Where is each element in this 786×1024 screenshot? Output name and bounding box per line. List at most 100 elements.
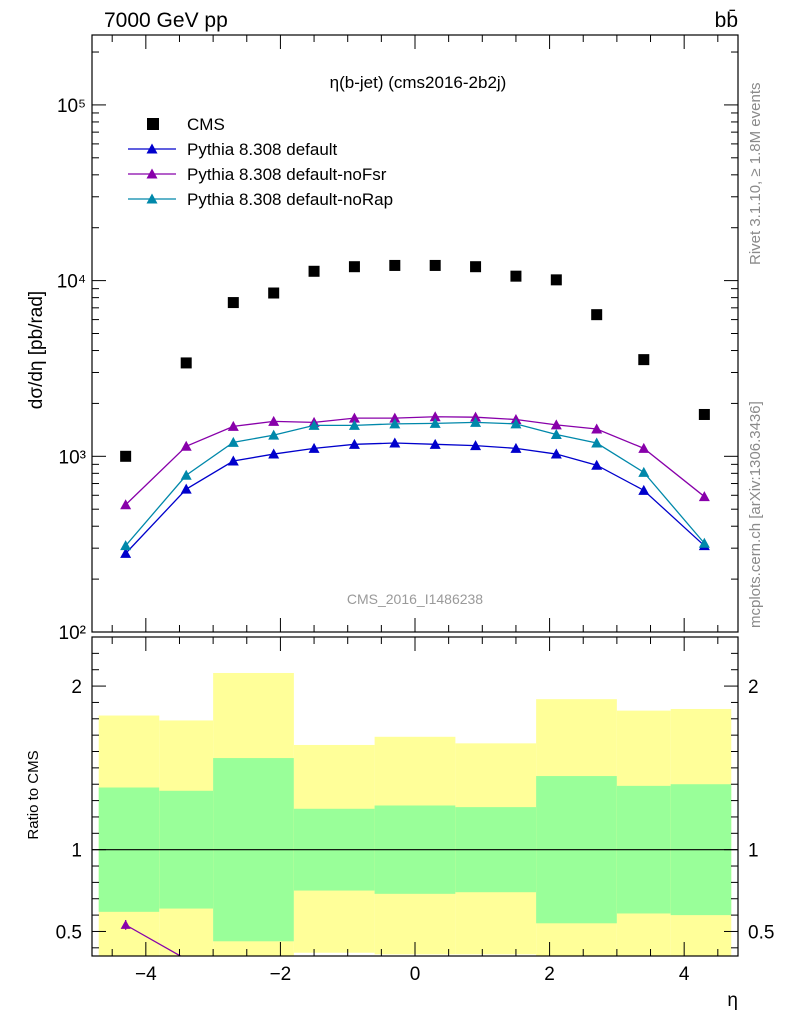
data-point xyxy=(180,440,192,451)
data-point xyxy=(638,466,650,477)
ratio-series-line xyxy=(125,924,182,956)
data-point xyxy=(180,469,192,480)
data-point xyxy=(429,417,441,428)
legend-label: CMS xyxy=(187,115,225,134)
data-point xyxy=(510,270,522,282)
x-tick-label: −4 xyxy=(135,964,157,985)
ratio-y-tick-label: 0.5 xyxy=(56,922,82,943)
rivet-side-label: Rivet 3.1.10, ≥ 1.8M events xyxy=(747,83,764,266)
data-point xyxy=(591,437,603,448)
data-point xyxy=(638,442,650,453)
x-tick-label: 2 xyxy=(544,964,555,985)
legend-marker xyxy=(146,168,158,179)
data-point xyxy=(470,261,482,273)
energy-label: 7000 GeV pp xyxy=(104,9,228,32)
data-point xyxy=(698,408,710,420)
data-point xyxy=(268,448,280,459)
main-y-axis-label: dσ/dη [pb/rad] xyxy=(26,291,47,409)
series-pythia-8-308-default xyxy=(120,437,710,558)
data-point xyxy=(227,436,239,447)
ratio-y-tick-label: 1 xyxy=(71,841,82,862)
data-point xyxy=(510,442,522,453)
data-point xyxy=(429,411,441,422)
data-point xyxy=(389,412,401,423)
data-point xyxy=(348,261,360,273)
data-point xyxy=(348,412,360,423)
data-point xyxy=(550,274,562,286)
data-point xyxy=(429,438,441,449)
data-point xyxy=(180,357,192,369)
data-point xyxy=(308,442,320,453)
legend-label: Pythia 8.308 default xyxy=(187,140,338,159)
series-line xyxy=(125,421,705,547)
ratio-series-clip xyxy=(120,919,182,956)
data-point xyxy=(227,455,239,466)
data-point xyxy=(120,547,132,558)
ratio-uncertainty-bands xyxy=(92,672,738,956)
ratio-y-tick-label: 2 xyxy=(71,677,82,698)
legend-label: Pythia 8.308 default-noRap xyxy=(187,190,393,209)
x-tick-label: 0 xyxy=(410,964,421,985)
data-point xyxy=(470,411,482,422)
ratio-y-tick-label-right: 2 xyxy=(748,677,759,698)
mcplots-side-label: mcplots.cern.ch [arXiv:1306.3436] xyxy=(747,401,764,628)
x-tick-label: 4 xyxy=(679,964,690,985)
data-point xyxy=(348,438,360,449)
data-point xyxy=(389,437,401,448)
ratio-y-axis-label: Ratio to CMS xyxy=(25,750,42,839)
data-point xyxy=(470,416,482,427)
ratio-y-tick-label-right: 0.5 xyxy=(748,922,774,943)
legend-entry: CMS xyxy=(147,115,225,134)
watermark: CMS_2016_I1486238 xyxy=(347,591,483,607)
y-tick-label: 10⁵ xyxy=(57,96,86,117)
data-point xyxy=(348,419,360,430)
legend-marker xyxy=(146,193,158,204)
data-point xyxy=(638,354,650,366)
series-line xyxy=(125,442,705,554)
data-point xyxy=(638,484,650,495)
data-point xyxy=(429,259,441,271)
series-line xyxy=(125,416,705,506)
data-point xyxy=(389,259,401,271)
ratio-point xyxy=(120,919,131,929)
legend: CMS Pythia 8.308 default Pythia 8.308 defa… xyxy=(128,115,393,209)
data-point xyxy=(470,440,482,451)
ratio-y-tick-label-right: 1 xyxy=(748,841,759,862)
data-point xyxy=(308,419,320,430)
y-tick-label: 10⁴ xyxy=(57,272,86,293)
series-pythia-8-308-default-norap xyxy=(120,416,710,551)
data-point xyxy=(389,418,401,429)
main-series-layer xyxy=(120,259,710,558)
data-point xyxy=(308,265,320,277)
data-point xyxy=(227,420,239,431)
data-point xyxy=(550,429,562,440)
series-cms xyxy=(120,259,710,462)
data-point xyxy=(120,540,132,551)
data-point xyxy=(698,491,710,502)
ratio-series-layer xyxy=(120,919,182,956)
data-point xyxy=(591,459,603,470)
data-point xyxy=(510,418,522,429)
data-point xyxy=(268,429,280,440)
x-axis-label: η xyxy=(727,990,738,1011)
plot-title: η(b-jet) (cms2016-2b2j) xyxy=(330,73,507,92)
legend-entry: Pythia 8.308 default-noFsr xyxy=(128,165,387,184)
data-point xyxy=(268,415,280,426)
data-point xyxy=(550,419,562,430)
data-point xyxy=(120,450,132,462)
legend-entry: Pythia 8.308 default xyxy=(128,140,338,159)
data-point xyxy=(268,287,280,299)
data-point xyxy=(227,297,239,309)
x-tick-label: −2 xyxy=(270,964,292,985)
y-tick-label: 10² xyxy=(59,623,86,644)
legend-label: Pythia 8.308 default-noFsr xyxy=(187,165,387,184)
legend-marker xyxy=(146,143,158,154)
data-point xyxy=(591,423,603,434)
data-point xyxy=(591,309,603,321)
series-pythia-8-308-default-nofsr xyxy=(120,411,710,510)
data-point xyxy=(180,483,192,494)
data-point xyxy=(698,537,710,548)
data-point xyxy=(550,448,562,459)
legend-marker xyxy=(147,118,159,130)
